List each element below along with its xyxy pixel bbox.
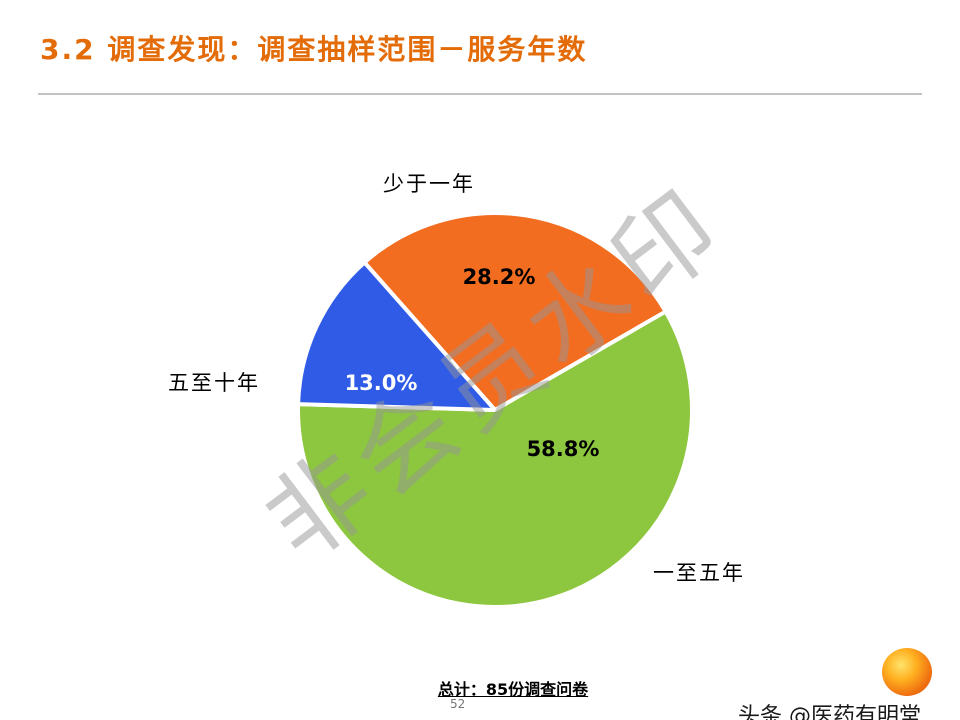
pie-value-label-2: 13.0% (345, 371, 418, 395)
total-note: 总计：85份调查问卷 (437, 680, 589, 699)
pie-category-label-less-than-one-year: 少于一年 (383, 172, 475, 196)
page-title: 3.2 调查发现：调查抽样范围－服务年数 (40, 33, 588, 66)
pie-value-label-0: 28.2% (463, 265, 536, 289)
pie-category-label-one-to-five-years: 一至五年 (653, 561, 745, 585)
pie-slice-0 (362, 211, 668, 412)
pie-slice-1 (296, 309, 695, 609)
pie-slice-2 (296, 260, 497, 412)
brand-logo-ball-icon (882, 648, 932, 696)
pie-value-label-1: 58.8% (527, 437, 600, 461)
title-divider (38, 93, 922, 95)
brand-credit: 头条 @医药有明堂 (738, 704, 921, 720)
pie-category-label-five-to-ten-years: 五至十年 (168, 371, 260, 395)
page-number: 52 (450, 697, 466, 711)
